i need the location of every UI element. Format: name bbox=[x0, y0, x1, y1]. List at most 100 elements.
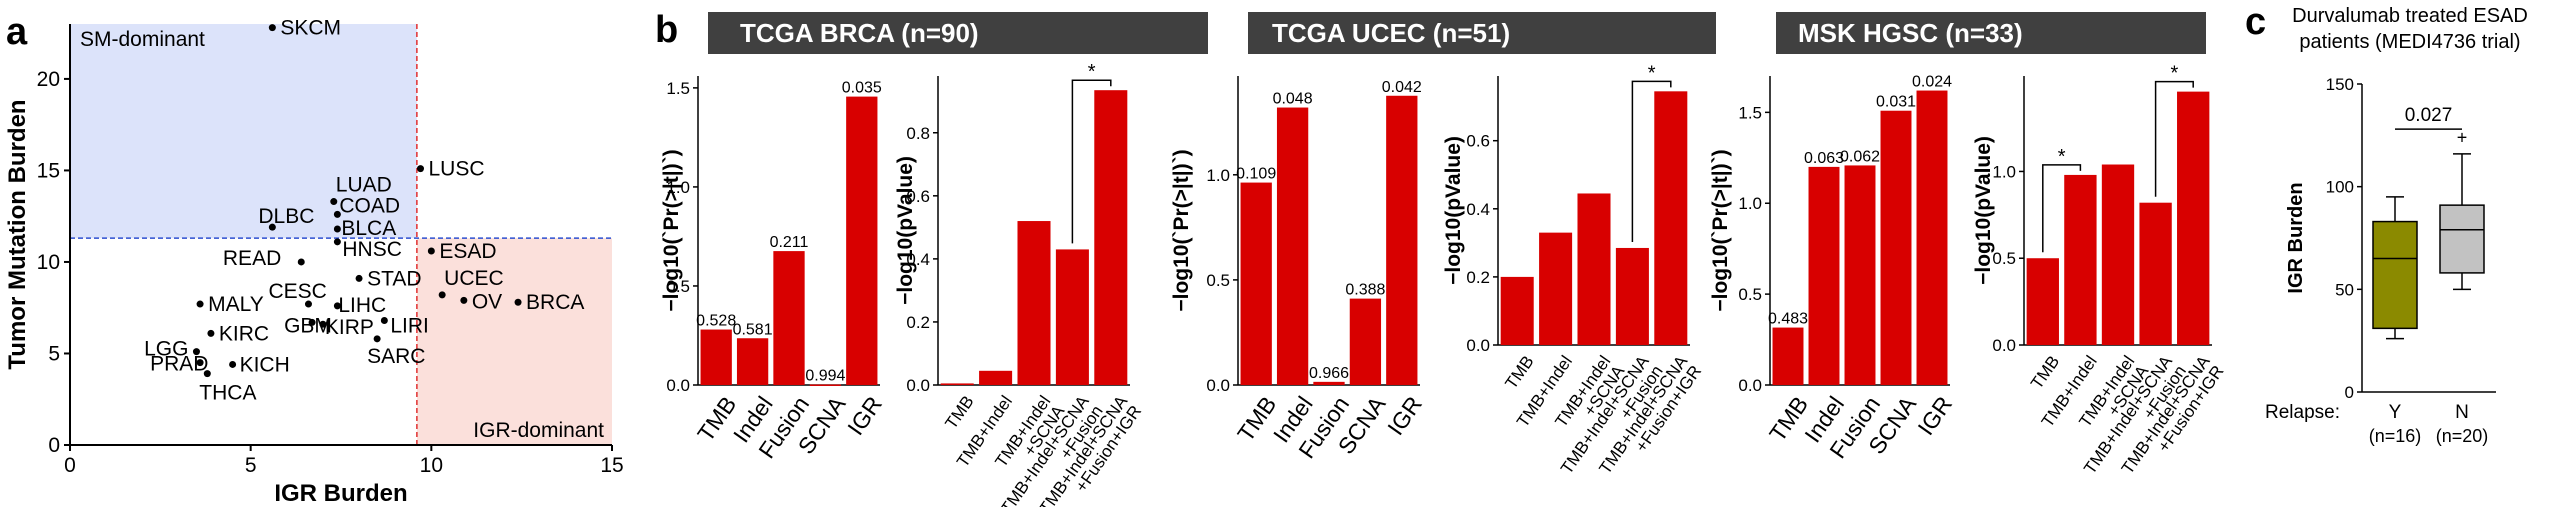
bar-1 bbox=[1276, 107, 1309, 385]
scatter-label-ucec: UCEC bbox=[444, 267, 504, 290]
scatter-point-lihc bbox=[333, 302, 341, 310]
scatter-label-kirp: KIRP bbox=[325, 316, 374, 339]
bar-2 bbox=[1313, 381, 1345, 385]
significance-bracket-0 bbox=[2042, 164, 2082, 253]
bar-chart-hgsc_p: 0.00.51.0−log10(pValue)TMBTMB+IndelTMB+I… bbox=[1972, 63, 2228, 478]
banner-ucec: TCGA UCEC (n=51) bbox=[1248, 12, 1716, 54]
scatter-label-coad: COAD bbox=[339, 194, 400, 217]
scatter-y-axis-title: Tumor Mutation Burden bbox=[4, 99, 31, 369]
scatter-point-hnsc bbox=[333, 238, 341, 246]
sm-dominant-label: SM-dominant bbox=[80, 28, 205, 51]
bar-4 bbox=[1386, 95, 1418, 385]
scatter-point-sarc bbox=[373, 335, 381, 343]
box-y-axis-title: IGR Burden bbox=[2285, 182, 2307, 293]
scatter-x-tick-label: 5 bbox=[245, 454, 257, 477]
scatter-point-dlbc bbox=[268, 223, 276, 231]
scatter-label-gbm: GBM bbox=[284, 314, 332, 337]
bar-chart-brca_pr: 0.0 0.5 1.0 1.5 −log10(`Pr(>|t|)`) 0.5280.581… bbox=[660, 76, 887, 463]
y-axis-title: −log10(`Pr(>|t|)`) bbox=[1709, 149, 1732, 311]
bar-0 bbox=[940, 383, 974, 385]
panel-letter-b: b bbox=[655, 9, 678, 51]
panel-letter-c: c bbox=[2245, 1, 2266, 43]
box-y-tick-label: 50 bbox=[2335, 280, 2354, 299]
bar-4 bbox=[846, 96, 878, 385]
scatter-label-lusc: LUSC bbox=[428, 158, 484, 181]
bar-1 bbox=[1539, 232, 1573, 345]
scatter-point-ov bbox=[460, 296, 468, 304]
bar-data-label-4: 0.024 bbox=[1912, 74, 1952, 91]
bar-4 bbox=[2177, 91, 2210, 345]
box-group-n-0: (n=16) bbox=[2369, 426, 2422, 446]
category-label-line: TMB bbox=[692, 392, 741, 447]
y-tick-label: 1.0 bbox=[1738, 194, 1762, 213]
box-group-name-1: N bbox=[2455, 402, 2469, 423]
bar-3 bbox=[2139, 202, 2172, 345]
bar-data-label-4: 0.042 bbox=[1382, 79, 1422, 96]
scatter-point-blca bbox=[333, 225, 341, 233]
bar-2 bbox=[2101, 164, 2135, 345]
category-label-line: TMB bbox=[1501, 352, 1537, 392]
y-tick-label: 0.6 bbox=[906, 187, 930, 206]
y-tick-label: 0.4 bbox=[1466, 200, 1490, 219]
scatter-point-kirc bbox=[207, 329, 215, 337]
bar-3 bbox=[809, 384, 842, 386]
box-outlier-1-0: + bbox=[2457, 127, 2468, 147]
y-tick-label: 0.8 bbox=[906, 124, 930, 143]
scatter-point-stad bbox=[355, 274, 363, 282]
box-y-tick-label: 150 bbox=[2326, 75, 2354, 94]
scatter-label-kich: KICH bbox=[240, 353, 290, 376]
y-tick-label: 0.0 bbox=[1466, 336, 1490, 355]
bar-data-label-2: 0.062 bbox=[1840, 148, 1880, 165]
bar-2 bbox=[1844, 165, 1876, 385]
box-pvalue-label: 0.027 bbox=[2405, 105, 2453, 126]
banner-hgsc-bg bbox=[1776, 12, 2206, 54]
scatter-label-dlbc: DLBC bbox=[258, 205, 314, 228]
y-axis-title: −log10(pValue) bbox=[1972, 136, 1995, 285]
bar-0 bbox=[1240, 182, 1272, 385]
scatter-point-kich bbox=[229, 360, 237, 368]
y-tick-label: 0.5 bbox=[666, 277, 690, 296]
scatter-point-maly bbox=[196, 300, 204, 308]
bar-3 bbox=[1055, 249, 1089, 385]
bar-0 bbox=[2026, 258, 2059, 345]
bar-0 bbox=[1772, 327, 1804, 385]
igr-dominant-region bbox=[416, 238, 612, 445]
bar-data-label-0: 0.528 bbox=[696, 313, 736, 330]
y-tick-label: 0.0 bbox=[1206, 376, 1230, 395]
banner-ucec-bg bbox=[1248, 12, 1716, 54]
significance-marker-0: * bbox=[2058, 146, 2066, 168]
bar-data-label-2: 0.966 bbox=[1309, 365, 1349, 382]
y-tick-label: 1.0 bbox=[666, 178, 690, 197]
category-label-4: IGR bbox=[1912, 392, 1957, 440]
scatter-label-brca: BRCA bbox=[526, 291, 584, 314]
y-axis-title: −log10(`Pr(>|t|)`) bbox=[660, 149, 683, 311]
category-label-line: TMB bbox=[941, 392, 977, 432]
scatter-point-ucec bbox=[438, 291, 446, 299]
scatter-x-tick-label: 10 bbox=[420, 454, 443, 477]
bar-4 bbox=[1654, 91, 1688, 345]
scatter-label-skcm: SKCM bbox=[280, 17, 341, 40]
box-y-tick-label: 0 bbox=[2345, 383, 2354, 402]
bar-3 bbox=[1349, 298, 1382, 385]
scatter-x-tick-label: 15 bbox=[600, 454, 623, 477]
bar-chart-brca_p: 0.00.20.40.60.8−log10(pValue)TMBTMB+Inde… bbox=[894, 61, 1145, 507]
bar-data-label-3: 0.388 bbox=[1345, 282, 1385, 299]
scatter-point-esad bbox=[427, 247, 435, 255]
category-label-0: TMB bbox=[692, 392, 741, 447]
scatter-point-kirp bbox=[319, 320, 327, 328]
category-label-line: IGR bbox=[1382, 392, 1427, 440]
scatter-label-cesc: CESC bbox=[268, 280, 326, 303]
y-tick-label: 0.0 bbox=[906, 376, 930, 395]
banner-hgsc: MSK HGSC (n=33) bbox=[1776, 12, 2206, 54]
bar-chart-ucec_p: 0.00.20.40.6−log10(pValue)TMBTMB+IndelTM… bbox=[1442, 62, 1705, 477]
bar-2 bbox=[1017, 221, 1051, 385]
scatter-point-gbm bbox=[308, 318, 316, 326]
significance-marker-0: * bbox=[1088, 61, 1096, 83]
bar-data-label-1: 0.063 bbox=[1804, 150, 1844, 167]
banner-brca-bg bbox=[708, 12, 1208, 54]
y-tick-label: 1.5 bbox=[666, 79, 690, 98]
y-tick-label: 0.4 bbox=[906, 250, 930, 269]
scatter-label-maly: MALY bbox=[208, 293, 264, 316]
scatter-y-tick-label: 20 bbox=[37, 68, 60, 91]
box-y-tick-label: 100 bbox=[2326, 178, 2354, 197]
